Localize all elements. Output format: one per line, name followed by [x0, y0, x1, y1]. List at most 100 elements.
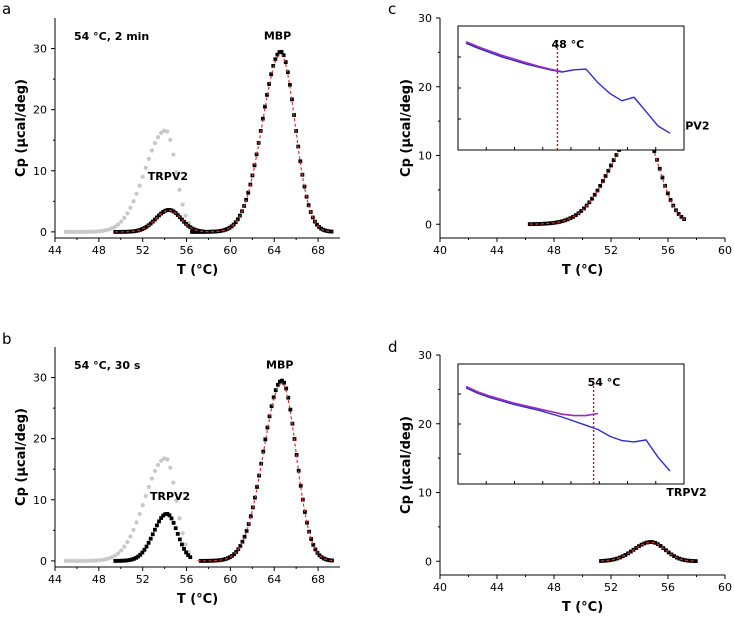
- y-tick-label: 10: [418, 487, 432, 500]
- data-point-trpv2: [140, 227, 145, 231]
- data-point-mbp: [298, 159, 303, 164]
- peak-label-trpv2: TRPV2: [150, 490, 190, 503]
- data-point-trpv2: [623, 553, 628, 557]
- data-point-trpv2: [544, 221, 548, 226]
- data-point-trpv2: [182, 219, 186, 224]
- data-point-mbp: [244, 529, 249, 533]
- data-point-trpv2: [665, 191, 670, 196]
- data-point-trpv2: [132, 556, 136, 561]
- y-tick-label: 0: [425, 218, 432, 231]
- data-point-reference: [63, 558, 69, 563]
- inset-curve-blue: [465, 387, 671, 472]
- data-point-trpv2: [582, 206, 586, 211]
- chart-panel-b: b 44 48 52 56 60 64 68 0 10 20 30 T (°C) Cp (μcal/deg…: [2, 330, 340, 607]
- inset-temperature-label: 48 °C: [551, 38, 584, 51]
- data-point-trpv2: [592, 192, 597, 197]
- data-point-trpv2: [598, 184, 603, 188]
- data-point-reference: [79, 558, 84, 563]
- data-point-mbp: [263, 437, 268, 442]
- chart-panel-a: a 44 48 52 56 60 64 68 0 10 20 30 T (°C) Cp (μcal/deg…: [2, 0, 340, 278]
- data-point-trpv2: [192, 227, 197, 232]
- data-point-reference: [73, 558, 78, 563]
- data-point-trpv2: [127, 558, 132, 562]
- x-tick-label: 48: [92, 244, 106, 257]
- data-point-trpv2: [693, 559, 698, 564]
- data-point-reference: [168, 137, 173, 142]
- peak-label-trpv2: TRPV2: [666, 486, 706, 499]
- inset-frame: [457, 363, 685, 485]
- data-point-mbp: [269, 72, 274, 77]
- data-point-reference: [152, 468, 158, 474]
- data-point-trpv2: [117, 558, 122, 563]
- data-point-mbp: [298, 483, 303, 488]
- data-point-trpv2: [609, 163, 613, 168]
- data-point-reference: [155, 462, 161, 468]
- data-point-trpv2: [165, 511, 170, 516]
- data-point-trpv2: [113, 558, 118, 563]
- data-point-trpv2: [171, 520, 176, 525]
- data-point-trpv2: [123, 558, 128, 563]
- data-point-reference: [66, 229, 72, 234]
- data-point-trpv2: [647, 540, 652, 544]
- data-point-mbp: [278, 379, 282, 384]
- data-point-mbp: [221, 557, 226, 562]
- data-point-trpv2: [683, 558, 687, 563]
- x-tick-label: 60: [718, 581, 732, 594]
- data-point-trpv2: [595, 188, 600, 193]
- data-point-reference: [171, 480, 176, 485]
- data-point-mbp: [309, 537, 314, 541]
- data-point-mbp: [235, 217, 240, 222]
- x-tick-label: 48: [92, 573, 106, 586]
- data-point-reference: [159, 458, 164, 463]
- x-tick-label: 52: [604, 244, 618, 257]
- data-point-reference: [91, 229, 96, 234]
- peak-label-mbp: MBP: [266, 358, 293, 371]
- data-point-mbp: [248, 514, 253, 519]
- data-point-trpv2: [186, 223, 191, 228]
- y-axis-title: Cp (μcal/deg): [14, 408, 29, 506]
- data-point-trpv2: [127, 229, 132, 234]
- data-point-trpv2: [173, 526, 178, 531]
- data-point-mbp: [269, 404, 274, 409]
- inset-frame: [457, 25, 685, 151]
- data-point-reference: [97, 229, 102, 234]
- data-point-reference: [165, 457, 170, 462]
- data-point-reference: [109, 555, 115, 560]
- data-point-trpv2: [188, 555, 193, 560]
- fit-curve: [529, 128, 686, 225]
- data-point-reference: [137, 511, 142, 517]
- x-tick-label: 52: [604, 581, 618, 594]
- chart-panel-d: d 40 44 48 52 56 60 0 10 20 30 T (°C) Cp (μcal/deg) T…: [388, 338, 732, 615]
- x-tick-label: 48: [547, 244, 561, 257]
- data-point-mbp: [284, 386, 289, 391]
- data-point-mbp: [190, 229, 194, 234]
- data-point-trpv2: [171, 209, 176, 214]
- data-point-reference: [149, 476, 154, 481]
- data-point-trpv2: [117, 229, 122, 234]
- data-point-mbp: [225, 556, 230, 561]
- data-point-mbp: [223, 227, 228, 232]
- data-point-reference: [137, 183, 142, 188]
- data-point-trpv2: [688, 558, 693, 563]
- inset-curve-blue: [465, 42, 671, 134]
- data-point-trpv2: [121, 558, 126, 563]
- data-point-mbp: [271, 395, 276, 400]
- x-axis-title: T (°C): [177, 263, 218, 278]
- data-point-reference: [109, 226, 115, 231]
- inset-curve-purple: [465, 41, 563, 73]
- fit-curve: [600, 541, 696, 562]
- data-point-mbp: [329, 229, 334, 234]
- x-tick-label: 60: [718, 244, 732, 257]
- data-point-mbp: [273, 57, 278, 62]
- data-point-trpv2: [167, 513, 172, 518]
- x-tick-label: 68: [311, 244, 325, 257]
- data-point-reference: [174, 170, 179, 175]
- y-tick-label: 0: [40, 226, 47, 239]
- data-point-trpv2: [148, 536, 153, 541]
- data-point-trpv2: [175, 531, 180, 536]
- data-point-trpv2: [175, 213, 180, 217]
- data-point-mbp: [273, 388, 278, 393]
- data-point-reference: [159, 130, 164, 135]
- x-tick-label: 68: [311, 573, 325, 586]
- y-tick-label: 30: [418, 349, 432, 362]
